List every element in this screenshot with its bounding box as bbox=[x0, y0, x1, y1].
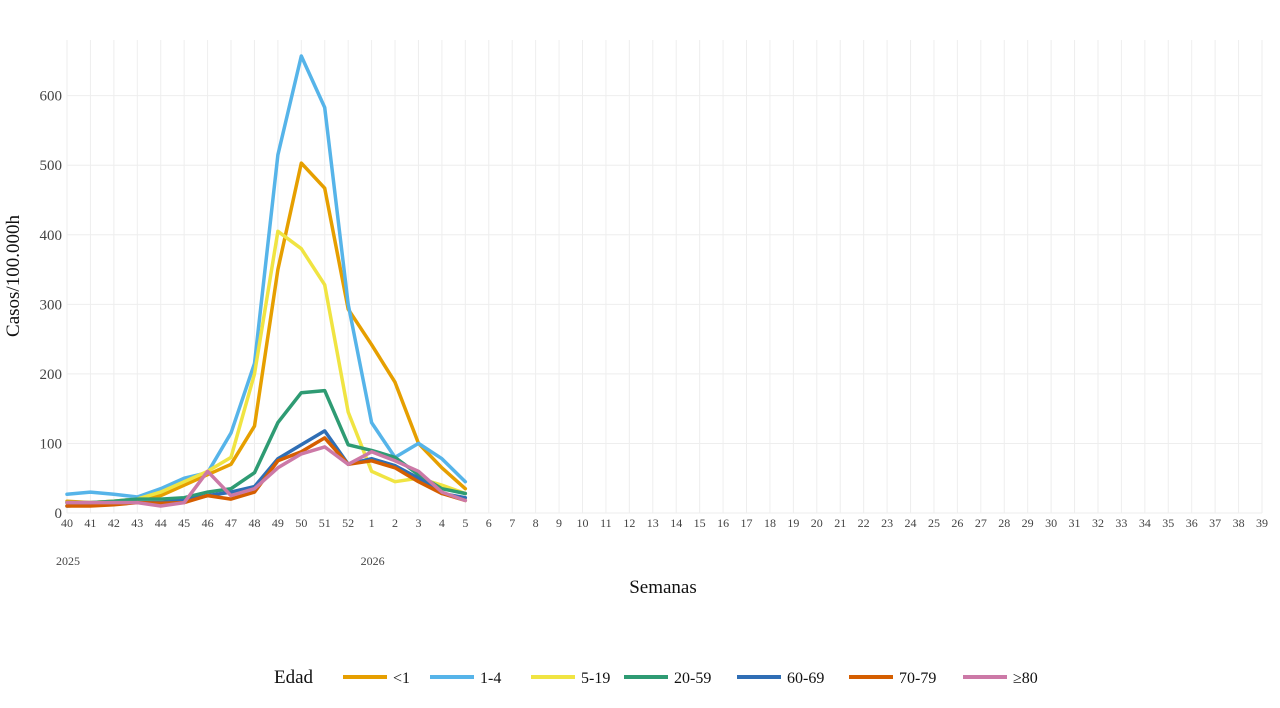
legend-label: ≥80 bbox=[1013, 670, 1038, 687]
x-tick-label: 49 bbox=[272, 516, 284, 530]
legend-label: 1-4 bbox=[480, 670, 501, 687]
y-tick-label: 600 bbox=[40, 89, 63, 105]
x-tick-label: 26 bbox=[951, 516, 963, 530]
x-tick-label: 20 bbox=[811, 516, 823, 530]
x-tick-label: 29 bbox=[1022, 516, 1034, 530]
x-tick-label: 10 bbox=[576, 516, 588, 530]
x-tick-label: 35 bbox=[1162, 516, 1174, 530]
legend-label: <1 bbox=[393, 670, 410, 687]
x-tick-label: 43 bbox=[131, 516, 143, 530]
x-tick-label: 14 bbox=[670, 516, 682, 530]
y-axis-ticks: 0 100 200 300 400 500 600 bbox=[40, 89, 63, 522]
y-tick-label: 0 bbox=[55, 506, 63, 522]
y-tick-label: 400 bbox=[40, 228, 63, 244]
x-tick-label: 52 bbox=[342, 516, 354, 530]
x-tick-label: 39 bbox=[1256, 516, 1268, 530]
x-tick-label: 25 bbox=[928, 516, 940, 530]
series-line bbox=[65, 54, 468, 499]
x-tick-label: 21 bbox=[834, 516, 846, 530]
x-tick-label: 7 bbox=[509, 516, 515, 530]
year-label: 2025 bbox=[56, 554, 80, 568]
x-tick-label: 11 bbox=[600, 516, 612, 530]
x-tick-label: 15 bbox=[694, 516, 706, 530]
x-tick-label: 50 bbox=[295, 516, 307, 530]
x-tick-label: 40 bbox=[61, 516, 73, 530]
y-axis-title: Casos/100.000h bbox=[3, 215, 24, 337]
legend-label: 20-59 bbox=[674, 670, 711, 687]
x-tick-label: 17 bbox=[741, 516, 753, 530]
x-tick-label: 16 bbox=[717, 516, 729, 530]
year-labels: 2025 2026 bbox=[56, 554, 385, 568]
x-tick-label: 2 bbox=[392, 516, 398, 530]
x-tick-label: 38 bbox=[1233, 516, 1245, 530]
x-tick-label: 30 bbox=[1045, 516, 1057, 530]
x-tick-label: 6 bbox=[486, 516, 492, 530]
x-tick-label: 18 bbox=[764, 516, 776, 530]
x-tick-label: 34 bbox=[1139, 516, 1151, 530]
x-tick-label: 51 bbox=[319, 516, 331, 530]
x-tick-label: 28 bbox=[998, 516, 1010, 530]
legend-label: 70-79 bbox=[899, 670, 936, 687]
legend: Edad <1 1-4 5-19 20-59 60-69 70-79 ≥80 bbox=[274, 667, 1038, 688]
x-tick-label: 44 bbox=[155, 516, 167, 530]
x-tick-label: 33 bbox=[1115, 516, 1127, 530]
series-lines bbox=[65, 54, 468, 508]
x-tick-label: 5 bbox=[462, 516, 468, 530]
x-tick-label: 45 bbox=[178, 516, 190, 530]
x-tick-label: 27 bbox=[975, 516, 987, 530]
x-tick-label: 19 bbox=[787, 516, 799, 530]
x-tick-label: 42 bbox=[108, 516, 120, 530]
x-tick-label: 23 bbox=[881, 516, 893, 530]
x-tick-label: 9 bbox=[556, 516, 562, 530]
y-tick-label: 200 bbox=[40, 367, 63, 383]
x-tick-label: 24 bbox=[905, 516, 917, 530]
x-tick-label: 4 bbox=[439, 516, 445, 530]
year-label: 2026 bbox=[361, 554, 385, 568]
x-tick-label: 8 bbox=[533, 516, 539, 530]
x-axis-ticks: 40 41 42 43 44 45 46 47 48 49 50 51 52 1 2 3 4 5 6 7 8 9 10 11 1… bbox=[61, 516, 1268, 530]
x-tick-label: 41 bbox=[84, 516, 96, 530]
x-tick-label: 1 bbox=[369, 516, 375, 530]
y-tick-label: 100 bbox=[40, 436, 63, 452]
legend-label: 60-69 bbox=[787, 670, 824, 687]
legend-title: Edad bbox=[274, 667, 314, 688]
y-tick-label: 500 bbox=[40, 158, 63, 174]
x-tick-label: 13 bbox=[647, 516, 659, 530]
series-line bbox=[65, 388, 468, 505]
series-line bbox=[65, 445, 468, 508]
x-tick-label: 46 bbox=[202, 516, 214, 530]
x-tick-label: 47 bbox=[225, 516, 237, 530]
legend-label: 5-19 bbox=[581, 670, 610, 687]
x-tick-label: 31 bbox=[1069, 516, 1081, 530]
x-tick-label: 22 bbox=[858, 516, 870, 530]
x-tick-label: 32 bbox=[1092, 516, 1104, 530]
x-tick-label: 37 bbox=[1209, 516, 1221, 530]
x-tick-label: 36 bbox=[1186, 516, 1198, 530]
x-tick-label: 12 bbox=[623, 516, 635, 530]
x-tick-label: 3 bbox=[415, 516, 421, 530]
x-axis-title: Semanas bbox=[629, 577, 697, 598]
x-tick-label: 48 bbox=[248, 516, 260, 530]
y-tick-label: 300 bbox=[40, 297, 63, 313]
